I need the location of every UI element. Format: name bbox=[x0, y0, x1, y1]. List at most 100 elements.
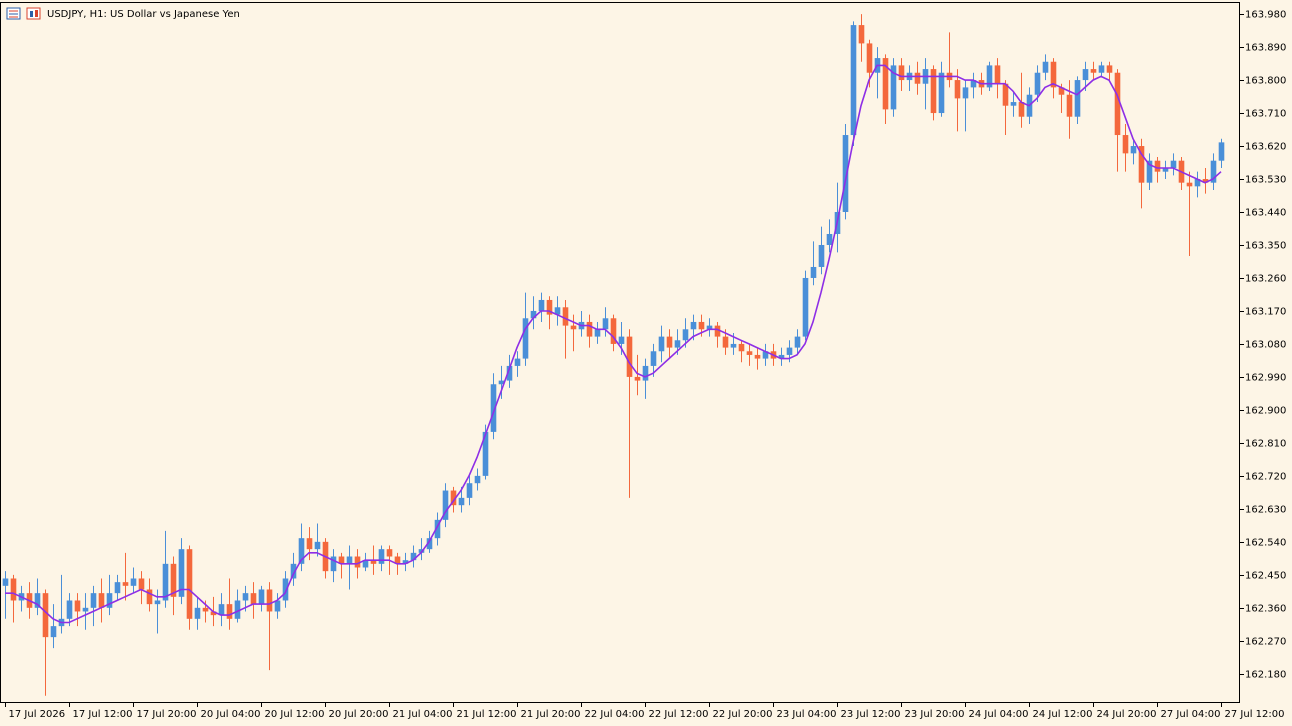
y-tick-label: 163.710 bbox=[1245, 109, 1286, 120]
y-tick-label: 162.450 bbox=[1245, 571, 1286, 582]
candle-body bbox=[146, 589, 153, 605]
candle-body bbox=[442, 490, 449, 520]
candle-body bbox=[1114, 72, 1121, 136]
y-tick-label: 163.080 bbox=[1245, 340, 1286, 351]
candle-body bbox=[98, 593, 105, 608]
candle-body bbox=[498, 380, 505, 385]
candle-body bbox=[1042, 61, 1049, 73]
candle-body bbox=[802, 277, 809, 337]
x-tick-label: 20 Jul 20:00 bbox=[329, 709, 389, 720]
candle-body bbox=[610, 318, 617, 344]
icon bbox=[35, 10, 38, 17]
candle-body bbox=[586, 321, 593, 337]
candle-body bbox=[354, 556, 361, 568]
candle-body bbox=[378, 549, 385, 564]
x-tick-label: 20 Jul 12:00 bbox=[265, 709, 325, 720]
candle-body bbox=[402, 560, 409, 564]
x-tick-label: 21 Jul 04:00 bbox=[393, 709, 453, 720]
candle-body bbox=[1202, 179, 1209, 183]
candle-body bbox=[130, 578, 137, 586]
y-tick-label: 162.270 bbox=[1245, 637, 1286, 648]
candle-body bbox=[554, 307, 561, 315]
candle-body bbox=[330, 556, 337, 572]
candle-body bbox=[674, 340, 681, 348]
candle-body bbox=[218, 604, 225, 616]
candle-body bbox=[138, 578, 145, 590]
candle-body bbox=[1218, 142, 1225, 161]
candle-body bbox=[754, 354, 761, 359]
candle-body bbox=[866, 43, 873, 73]
candle-body bbox=[306, 538, 313, 550]
icon bbox=[30, 11, 33, 17]
candle-body bbox=[722, 336, 729, 348]
candle-body bbox=[1186, 182, 1193, 187]
x-tick-label: 24 Jul 12:00 bbox=[1033, 709, 1093, 720]
candle-body bbox=[570, 325, 577, 330]
candle-body bbox=[50, 626, 57, 638]
x-tick-label: 17 Jul 12:00 bbox=[73, 709, 133, 720]
candle-body bbox=[626, 336, 633, 377]
candle-body bbox=[994, 65, 1001, 84]
candle-body bbox=[882, 58, 889, 110]
candle-body bbox=[810, 266, 817, 278]
candle-body bbox=[858, 25, 865, 44]
candle-body bbox=[602, 318, 609, 330]
candle-body bbox=[818, 244, 825, 267]
candle-body bbox=[282, 578, 289, 601]
candle-body bbox=[186, 549, 193, 619]
candle-body bbox=[362, 560, 369, 568]
candle-body bbox=[898, 65, 905, 81]
y-tick-label: 163.350 bbox=[1245, 241, 1286, 252]
x-tick-label: 22 Jul 12:00 bbox=[649, 709, 709, 720]
chart-title: USDJPY, H1: US Dollar vs Japanese Yen bbox=[47, 9, 240, 20]
x-tick-label: 21 Jul 12:00 bbox=[457, 709, 517, 720]
candle-body bbox=[210, 611, 217, 616]
y-tick-label: 163.980 bbox=[1245, 10, 1286, 21]
x-tick-label: 22 Jul 04:00 bbox=[585, 709, 645, 720]
candle-body bbox=[490, 384, 497, 432]
x-tick-label: 27 Jul 12:00 bbox=[1225, 709, 1285, 720]
y-tick-label: 162.900 bbox=[1245, 406, 1286, 417]
candle-body bbox=[122, 582, 129, 586]
candle-body bbox=[786, 347, 793, 355]
candle-body bbox=[746, 351, 753, 355]
candle-body bbox=[1138, 146, 1145, 183]
candle-body bbox=[266, 589, 273, 612]
candle-body bbox=[34, 593, 41, 608]
candle-body bbox=[562, 307, 569, 326]
y-tick-label: 162.810 bbox=[1245, 439, 1286, 450]
candle-body bbox=[450, 490, 457, 506]
candle-body bbox=[290, 563, 297, 579]
y-tick-label: 162.990 bbox=[1245, 373, 1286, 384]
candle-body bbox=[658, 336, 665, 352]
y-tick-label: 162.360 bbox=[1245, 604, 1286, 615]
candle-body bbox=[538, 299, 545, 311]
y-tick-label: 163.890 bbox=[1245, 43, 1286, 54]
candle-body bbox=[1010, 102, 1017, 106]
candle-body bbox=[178, 549, 185, 597]
icon bbox=[26, 7, 41, 20]
candle-body bbox=[242, 593, 249, 601]
candle-body bbox=[1074, 80, 1081, 117]
candle-body bbox=[1034, 72, 1041, 95]
candle-body bbox=[1170, 160, 1177, 169]
x-tick-label: 20 Jul 04:00 bbox=[201, 709, 261, 720]
candle-body bbox=[970, 80, 977, 88]
y-tick-label: 163.800 bbox=[1245, 76, 1286, 87]
candle-body bbox=[2, 578, 9, 586]
candle-body bbox=[466, 483, 473, 498]
candle-body bbox=[642, 365, 649, 381]
y-tick-label: 162.180 bbox=[1245, 670, 1286, 681]
candle-body bbox=[690, 321, 697, 330]
candle-body bbox=[890, 65, 897, 110]
candle-body bbox=[274, 600, 281, 612]
candle-body bbox=[506, 365, 513, 381]
candles bbox=[2, 14, 1225, 696]
y-tick-label: 163.620 bbox=[1245, 142, 1286, 153]
candle-body bbox=[618, 336, 625, 344]
candle-body bbox=[426, 538, 433, 550]
candle-body bbox=[66, 600, 73, 619]
candle-body bbox=[682, 329, 689, 341]
y-tick-label: 162.720 bbox=[1245, 472, 1286, 483]
candle-body bbox=[346, 556, 353, 564]
